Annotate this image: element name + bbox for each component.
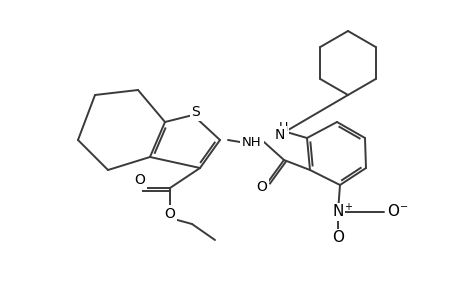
Text: H: H xyxy=(278,121,287,134)
Text: O: O xyxy=(331,230,343,245)
Text: O: O xyxy=(134,173,145,187)
Text: S: S xyxy=(191,105,200,119)
Text: O: O xyxy=(256,180,267,194)
Text: O: O xyxy=(386,205,398,220)
Text: N: N xyxy=(274,128,285,142)
Text: −: − xyxy=(399,202,407,212)
Text: +: + xyxy=(343,202,351,212)
Text: N: N xyxy=(331,205,343,220)
Text: O: O xyxy=(164,207,175,221)
Text: NH: NH xyxy=(241,136,261,148)
